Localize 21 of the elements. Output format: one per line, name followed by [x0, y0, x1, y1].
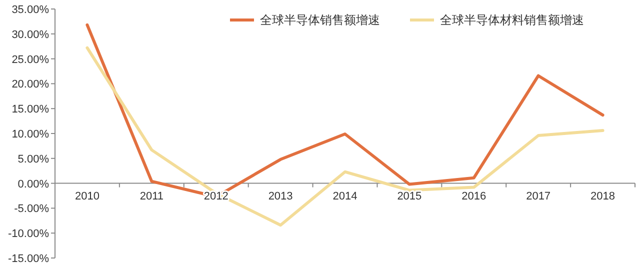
- x-tick-label: 2015: [397, 190, 422, 202]
- y-tick-label: 10.00%: [12, 128, 50, 140]
- x-tick-label: 2016: [462, 190, 486, 202]
- x-tick-label: 2018: [590, 190, 616, 202]
- y-tick-label: -10.00%: [8, 228, 50, 240]
- x-tick-label: 2013: [268, 190, 293, 202]
- legend-label: 全球半导体销售额增速: [260, 13, 380, 27]
- y-tick-label: 30.00%: [12, 28, 50, 41]
- y-tick-label: 15.00%: [12, 104, 50, 116]
- y-tick-label: 35.00%: [12, 4, 50, 16]
- y-tick-label: 5.00%: [18, 153, 50, 166]
- x-tick-label: 2014: [332, 190, 358, 202]
- legend-label: 全球半导体材料销售额增速: [440, 13, 584, 27]
- y-tick-label: 25.00%: [12, 54, 50, 66]
- y-tick-label: -5.00%: [14, 203, 50, 216]
- y-tick-label: -15.00%: [8, 253, 50, 265]
- y-tick-label: 20.00%: [12, 78, 50, 91]
- y-tick-label: 0.00%: [18, 178, 50, 190]
- x-tick-label: 2017: [526, 190, 551, 202]
- x-tick-label: 2010: [74, 190, 100, 202]
- x-tick-label: 2011: [140, 190, 164, 202]
